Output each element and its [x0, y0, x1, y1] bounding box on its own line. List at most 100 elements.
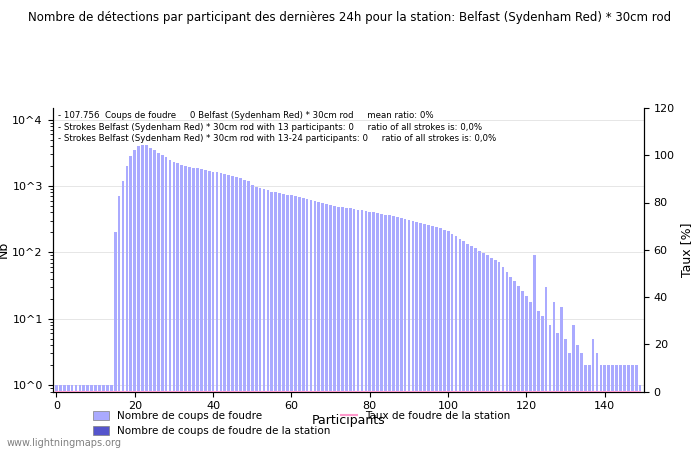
Bar — [341, 207, 344, 450]
Bar — [505, 272, 508, 450]
Bar — [86, 385, 89, 450]
Bar — [454, 236, 457, 450]
Bar — [427, 225, 430, 450]
Bar — [611, 365, 614, 450]
Bar — [349, 208, 351, 450]
Bar — [55, 385, 58, 450]
Bar — [63, 385, 66, 450]
Bar — [318, 202, 320, 450]
Bar — [615, 365, 618, 450]
Bar — [164, 158, 167, 450]
Bar — [552, 302, 555, 450]
Bar — [337, 207, 340, 450]
Bar — [130, 156, 132, 450]
Bar — [384, 215, 387, 450]
Bar — [306, 199, 309, 450]
Bar — [251, 184, 253, 450]
Bar — [513, 281, 516, 450]
Bar — [282, 194, 285, 450]
Bar — [470, 246, 473, 450]
Bar — [572, 325, 575, 450]
Bar — [564, 339, 567, 450]
Bar — [114, 232, 116, 450]
Bar — [75, 385, 78, 450]
Bar — [192, 167, 195, 450]
Bar — [196, 168, 199, 450]
Bar — [638, 385, 641, 450]
Bar — [329, 205, 332, 450]
Bar — [400, 218, 402, 450]
Bar — [372, 212, 375, 450]
Bar — [267, 190, 270, 450]
Bar — [345, 208, 348, 450]
Bar — [279, 193, 281, 450]
Bar — [220, 173, 223, 450]
Bar — [239, 179, 242, 450]
Bar — [149, 148, 152, 450]
Bar — [439, 229, 442, 450]
Bar — [357, 210, 359, 450]
Bar — [228, 176, 230, 450]
Bar — [181, 165, 183, 450]
Bar — [94, 385, 97, 450]
Bar — [176, 163, 179, 450]
Bar — [451, 234, 454, 450]
Bar — [161, 155, 164, 450]
Y-axis label: Nb: Nb — [0, 241, 10, 258]
Bar — [98, 385, 101, 450]
Bar — [631, 365, 634, 450]
Bar — [243, 180, 246, 450]
Bar — [435, 227, 438, 450]
Bar — [169, 160, 172, 450]
Bar — [83, 385, 85, 450]
Bar — [235, 177, 238, 450]
Bar — [208, 171, 211, 450]
Bar — [102, 385, 105, 450]
Bar — [262, 189, 265, 450]
Bar — [66, 385, 69, 450]
Bar — [78, 385, 81, 450]
Bar — [211, 171, 214, 450]
Bar — [286, 195, 289, 450]
Bar — [290, 195, 293, 450]
Bar — [134, 150, 136, 450]
Text: Nombre de détections par participant des dernières 24h pour la station: Belfast : Nombre de détections par participant des… — [29, 11, 671, 24]
Bar — [415, 222, 418, 450]
Bar — [490, 258, 493, 450]
Bar — [110, 385, 113, 450]
Bar — [353, 209, 356, 450]
Bar — [466, 244, 469, 450]
Bar — [478, 251, 481, 450]
Bar — [157, 153, 160, 450]
Bar — [599, 365, 602, 450]
Bar — [314, 201, 316, 450]
Bar — [474, 248, 477, 450]
Bar — [326, 204, 328, 450]
Bar — [623, 365, 626, 450]
Bar — [525, 296, 528, 450]
Bar — [412, 220, 414, 450]
Bar — [424, 224, 426, 450]
Bar — [603, 365, 606, 450]
Bar — [231, 176, 234, 450]
Bar — [392, 216, 395, 450]
Bar — [321, 203, 324, 450]
Bar — [627, 365, 630, 450]
Bar — [498, 262, 500, 450]
Bar — [447, 231, 449, 450]
Bar — [184, 166, 187, 450]
Bar — [106, 385, 108, 450]
Bar — [380, 214, 383, 450]
Bar — [247, 181, 250, 450]
Bar — [145, 145, 148, 450]
Bar — [216, 172, 218, 450]
Bar — [482, 253, 485, 450]
Bar — [188, 167, 191, 450]
Legend: Nombre de coups de foudre, Nombre de coups de foudre de la station, Taux de foud: Nombre de coups de foudre, Nombre de cou… — [89, 407, 514, 440]
Bar — [596, 353, 598, 450]
Bar — [388, 216, 391, 450]
Bar — [522, 291, 524, 450]
Bar — [365, 211, 368, 450]
Bar — [153, 150, 155, 450]
Bar — [545, 287, 547, 450]
